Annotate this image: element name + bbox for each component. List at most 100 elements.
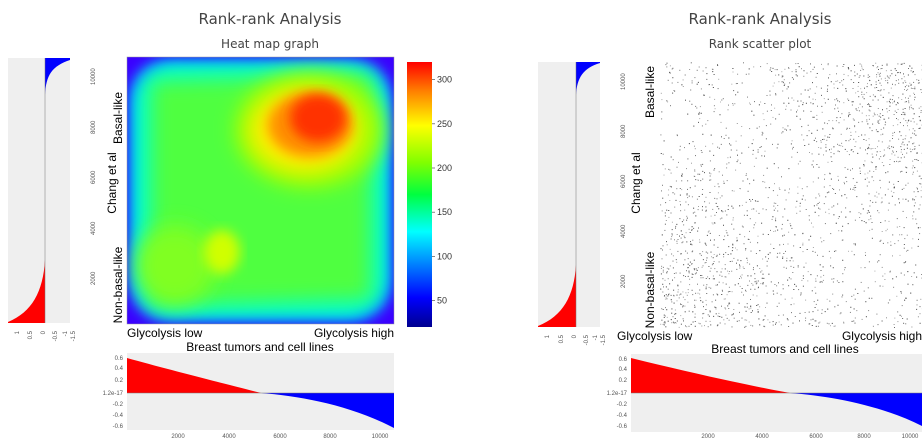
scatter-point: [874, 87, 876, 89]
scatter-point: [695, 105, 697, 107]
scatter-point: [677, 291, 679, 293]
scatter-point: [888, 76, 890, 78]
scatter-point: [810, 319, 812, 321]
scatter-point: [799, 160, 801, 162]
scatter-point: [897, 156, 899, 158]
scatter-point: [901, 170, 903, 172]
scatter-point: [760, 271, 762, 273]
scatter-point: [681, 221, 683, 223]
scatter-point: [757, 149, 759, 151]
scatter-point: [879, 151, 881, 152]
scatter-point: [847, 75, 849, 77]
bottom-profile-x-ticks: 2000 4000 6000 8000 10000: [171, 434, 389, 440]
scatter-point: [892, 135, 894, 137]
scatter-point: [825, 146, 827, 148]
heatmap-image: [127, 57, 394, 324]
scatter-point: [709, 192, 711, 193]
scatter-point: [688, 195, 690, 197]
scatter-point: [750, 307, 752, 309]
scatter-point: [683, 264, 685, 266]
scatter-point: [819, 281, 821, 283]
scatter-point: [877, 324, 879, 326]
scatter-point: [668, 189, 670, 191]
scatter-point: [842, 145, 844, 147]
bottom-ytick-neg0.6: -0.6: [113, 424, 124, 430]
scatter-point: [900, 171, 901, 173]
scatter-point: [797, 186, 799, 188]
scatter-point: [708, 230, 710, 232]
scatter-point: [844, 194, 846, 196]
scatter-point: [684, 237, 686, 239]
scatter-point: [816, 141, 818, 143]
scatter-point: [803, 75, 805, 77]
scatter-point: [834, 193, 836, 194]
scatter-point: [908, 68, 909, 69]
scatter-point: [775, 94, 777, 96]
scatter-point: [761, 222, 763, 224]
scatter-point: [799, 205, 801, 207]
scatter-point: [727, 205, 729, 207]
scatter-point: [867, 210, 869, 211]
scatter-point: [687, 188, 688, 190]
scatter-point: [749, 230, 750, 232]
scatter-point: [721, 275, 723, 277]
scatter-point: [799, 177, 801, 179]
scatter-point: [688, 228, 690, 230]
scatter-point: [710, 215, 712, 217]
scatter-point: [894, 327, 895, 328]
scatter-point: [817, 254, 818, 256]
scatter-point: [888, 92, 890, 94]
scatter-point: [680, 210, 682, 212]
scatter-point: [700, 300, 702, 302]
scatter-point: [799, 247, 801, 248]
scatter-point: [858, 136, 860, 137]
scatter-point: [782, 127, 784, 129]
scatter-point: [762, 273, 764, 275]
scatter-point: [737, 91, 739, 93]
scatter-point: [691, 103, 693, 105]
scatter-point: [728, 162, 730, 164]
scatter-point: [838, 216, 840, 218]
scatter-point: [694, 304, 696, 306]
scatter-x-high-label: Glycolysis high: [842, 329, 922, 343]
scatter-point: [796, 115, 798, 117]
scatter-point: [686, 217, 688, 219]
scatter-point: [764, 326, 766, 328]
scatter-point: [881, 231, 883, 232]
scatter-bottom-ytick-zero: 1.2e-17: [607, 391, 628, 397]
scatter-point: [705, 209, 707, 211]
scatter-point: [801, 188, 803, 190]
scatter-point: [735, 83, 737, 85]
scatter-point: [694, 325, 696, 327]
scatter-point: [725, 308, 727, 310]
scatter-point: [727, 157, 729, 159]
scatter-point: [775, 217, 777, 219]
scatter-point: [699, 323, 701, 325]
scatter-point: [749, 128, 751, 130]
scatter-point: [755, 210, 757, 212]
scatter-point: [909, 65, 911, 67]
scatter-point: [704, 172, 705, 174]
scatter-point: [858, 121, 860, 123]
scatter-point: [681, 304, 683, 305]
scatter-point: [902, 210, 904, 212]
scatter-point: [880, 116, 882, 118]
scatter-point: [859, 217, 861, 218]
scatter-point: [689, 278, 691, 280]
scatter-point: [876, 67, 878, 69]
scatter-point: [694, 211, 696, 213]
scatter-point: [852, 178, 854, 180]
scatter-point: [666, 271, 668, 273]
scatter-point: [824, 102, 826, 104]
scatter-point: [794, 316, 796, 317]
scatter-point: [787, 125, 789, 127]
scatter-point: [796, 111, 797, 113]
scatter-point: [762, 208, 764, 210]
scatter-point: [804, 199, 806, 201]
scatter-point: [817, 309, 819, 311]
scatter-point: [733, 313, 734, 315]
scatter-point: [717, 246, 719, 248]
scatter-point: [759, 306, 761, 308]
scatter-point: [879, 179, 881, 181]
scatter-point: [726, 180, 728, 182]
